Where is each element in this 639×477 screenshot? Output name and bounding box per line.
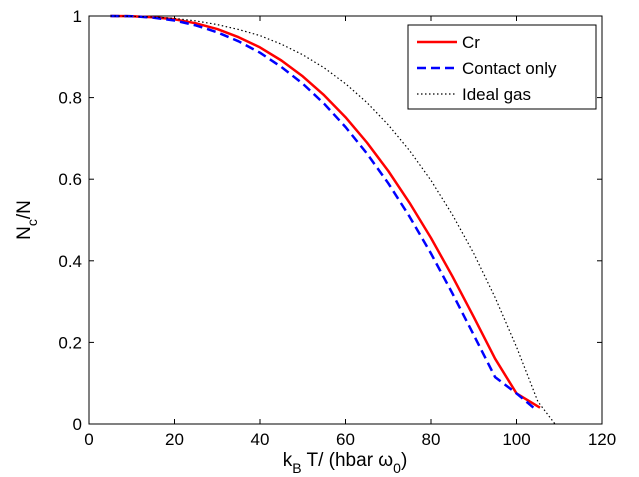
series-line-contact-only: [110, 14, 535, 409]
series-line-cr: [110, 14, 541, 409]
x-axis-label: kB T/ (hbar ω0): [283, 450, 408, 476]
y-axis-label: Nc/N: [14, 200, 40, 240]
x-tick-label: 120: [588, 430, 616, 449]
y-tick-label: 0.2: [58, 333, 82, 352]
series-group: [110, 14, 556, 425]
x-tick-label: 80: [422, 430, 441, 449]
y-tick-label: 0: [73, 415, 82, 434]
series-line-ideal-gas: [110, 15, 556, 425]
x-tick-label: 60: [336, 430, 355, 449]
y-tick-label: 0.8: [58, 89, 82, 108]
x-tick-label: 40: [251, 430, 270, 449]
legend-label-ideal-gas: Ideal gas: [462, 85, 531, 104]
y-tick-label: 0.4: [58, 252, 82, 271]
x-tick-label: 0: [84, 430, 93, 449]
axis-ticks: 0 20 40 60 80 100 120 0 0.2 0.4 0.6 0.8 1: [58, 7, 616, 449]
x-tick-label: 100: [502, 430, 530, 449]
y-tick-label: 0.6: [58, 170, 82, 189]
legend-label-contact-only: Contact only: [462, 59, 557, 78]
legend: Cr Contact only Ideal gas: [407, 24, 597, 110]
legend-label-cr: Cr: [462, 33, 480, 52]
y-tick-label: 1: [73, 7, 82, 26]
x-tick-label: 20: [165, 430, 184, 449]
